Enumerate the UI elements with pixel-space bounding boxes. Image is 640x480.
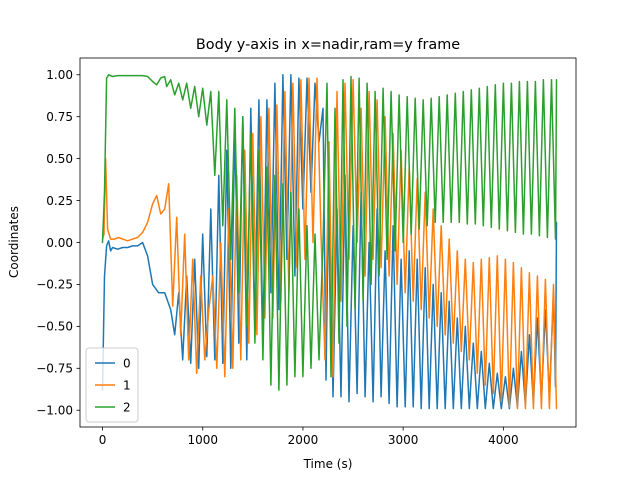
series-1-line xyxy=(101,77,558,410)
axes-layer: 0 1000 2000 3000 4000 1.00 0.75 0.50 0.25 0.00 −0.… xyxy=(36,57,577,447)
y-axis-label: Coordinates xyxy=(7,206,21,278)
series-layer xyxy=(101,74,558,410)
x-tick-label: 4000 xyxy=(488,433,519,447)
y-tick-label: 0.75 xyxy=(46,110,73,124)
series-2-line xyxy=(101,74,558,391)
y-tick-label: 0.00 xyxy=(46,236,73,250)
y-tick-label: 1.00 xyxy=(46,68,73,82)
legend-label-0: 0 xyxy=(123,356,131,370)
x-axis-label: Time (s) xyxy=(303,457,353,471)
y-tick-label: 0.50 xyxy=(46,152,73,166)
y-tick-label: −0.50 xyxy=(36,320,73,334)
legend-label-2: 2 xyxy=(123,400,131,414)
legend: 0 1 2 xyxy=(85,347,139,423)
chart-title: Body y-axis in x=nadir,ram=y frame xyxy=(196,37,460,53)
y-tick-label: −1.00 xyxy=(36,404,73,418)
y-tick-label: 0.25 xyxy=(46,194,73,208)
y-tick-label: −0.75 xyxy=(36,362,73,376)
x-tick-label: 3000 xyxy=(388,433,419,447)
legend-label-1: 1 xyxy=(123,378,131,392)
series-0-line xyxy=(101,74,558,410)
x-tick-label: 1000 xyxy=(187,433,218,447)
x-tick-label: 2000 xyxy=(288,433,319,447)
y-tick-label: −0.25 xyxy=(36,278,73,292)
x-tick-label: 0 xyxy=(99,433,107,447)
